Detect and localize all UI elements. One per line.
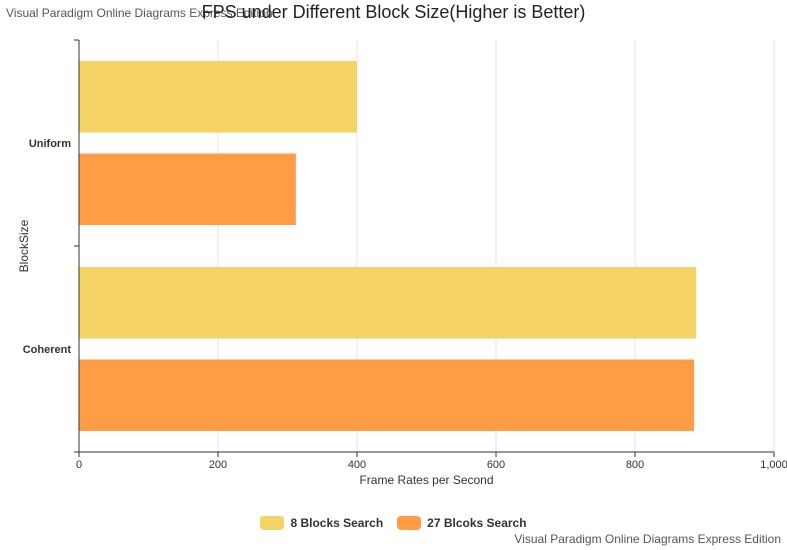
x-tick-label: 0 bbox=[76, 459, 82, 471]
legend-item-series-2[interactable]: 27 Blcoks Search bbox=[397, 516, 527, 530]
legend-label-series-1: 8 Blocks Search bbox=[290, 516, 384, 530]
x-tick-label: 200 bbox=[209, 459, 227, 471]
x-axis-label: Frame Rates per Second bbox=[359, 473, 493, 487]
legend: 8 Blocks Search 27 Blcoks Search bbox=[0, 516, 787, 530]
legend-item-series-1[interactable]: 8 Blocks Search bbox=[260, 516, 383, 530]
axes: 0 200 400 600 800 1,000 Uniform Coherent bbox=[23, 39, 787, 471]
x-tick-label: 400 bbox=[348, 459, 366, 471]
bar-uniform-series-2 bbox=[79, 153, 296, 225]
x-tick-label: 800 bbox=[626, 459, 644, 471]
watermark-bottom: Visual Paradigm Online Diagrams Express … bbox=[514, 532, 781, 546]
chart-title: FPS under Different Block Size(Higher is… bbox=[201, 2, 586, 22]
legend-label-series-2: 27 Blcoks Search bbox=[427, 516, 527, 530]
y-category-label: Coherent bbox=[23, 344, 72, 356]
bar-uniform-series-1 bbox=[79, 61, 357, 133]
legend-swatch-series-2 bbox=[397, 516, 422, 530]
bar-coherent-series-1 bbox=[79, 267, 697, 339]
legend-swatch-series-1 bbox=[260, 516, 285, 530]
y-axis-label: BlockSize bbox=[17, 219, 31, 272]
bar-coherent-series-2 bbox=[79, 359, 695, 431]
x-tick-label: 1,000 bbox=[760, 459, 787, 471]
y-category-label: Uniform bbox=[29, 138, 71, 150]
bars bbox=[79, 61, 697, 431]
watermark-top: Visual Paradigm Online Diagrams Express … bbox=[6, 6, 273, 20]
x-tick-label: 600 bbox=[487, 459, 505, 471]
